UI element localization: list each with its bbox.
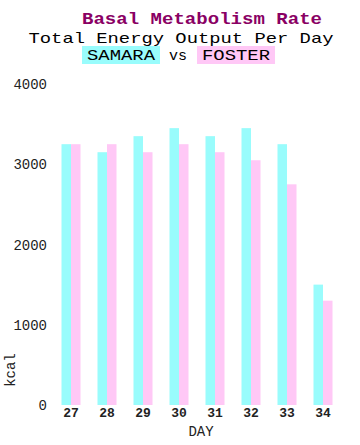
y-tick — [48, 405, 50, 406]
x-tick-label: 31 — [207, 406, 223, 421]
bar — [71, 144, 81, 405]
bar — [251, 160, 261, 405]
bar — [98, 152, 108, 405]
legend-label: SAMARA — [87, 48, 155, 65]
x-tick-label: 29 — [135, 406, 151, 421]
x-tick-label: 28 — [99, 406, 115, 421]
legend-label: FOSTER — [202, 48, 270, 65]
bar — [170, 128, 180, 405]
bar — [143, 152, 153, 405]
bar — [62, 144, 72, 405]
bar — [215, 152, 225, 405]
x-tick-label: 27 — [63, 406, 79, 421]
title: Basal Metabolism Rate — [82, 10, 322, 29]
x-tick-label: 33 — [279, 406, 295, 421]
x-tick-label: 32 — [243, 406, 259, 421]
legend-swatch — [82, 46, 160, 64]
chart: Basal Metabolism Rate Total Energy Output… — [0, 0, 360, 445]
bars — [62, 128, 333, 405]
bar — [107, 144, 117, 405]
bar — [179, 144, 189, 405]
x-axis-label: DAY — [188, 424, 214, 440]
y-tick — [48, 324, 50, 325]
legend-swatch — [197, 46, 275, 64]
bar — [287, 184, 297, 405]
y-tick — [48, 164, 50, 165]
bar — [206, 136, 216, 405]
bar — [134, 136, 144, 405]
y-tick — [48, 84, 50, 85]
chart-svg: Basal Metabolism Rate Total Energy Output… — [0, 0, 360, 445]
subtitle: Total Energy Output Per Day — [29, 31, 334, 48]
y-tick-label: 4000 — [13, 77, 47, 93]
y-tick-label: 0 — [39, 398, 47, 414]
bar — [242, 128, 252, 405]
bar — [314, 285, 324, 405]
y-tick-label: 3000 — [13, 157, 47, 173]
x-tick-label: 34 — [315, 406, 331, 421]
y-tick — [48, 244, 50, 245]
legend-separator: vs — [169, 48, 187, 65]
y-tick-label: 2000 — [13, 238, 47, 254]
x-tick-label: 30 — [171, 406, 187, 421]
y-tick-label: 1000 — [13, 318, 47, 334]
bar — [278, 144, 288, 405]
y-axis-label: kcal — [3, 353, 19, 387]
bar — [323, 301, 333, 405]
